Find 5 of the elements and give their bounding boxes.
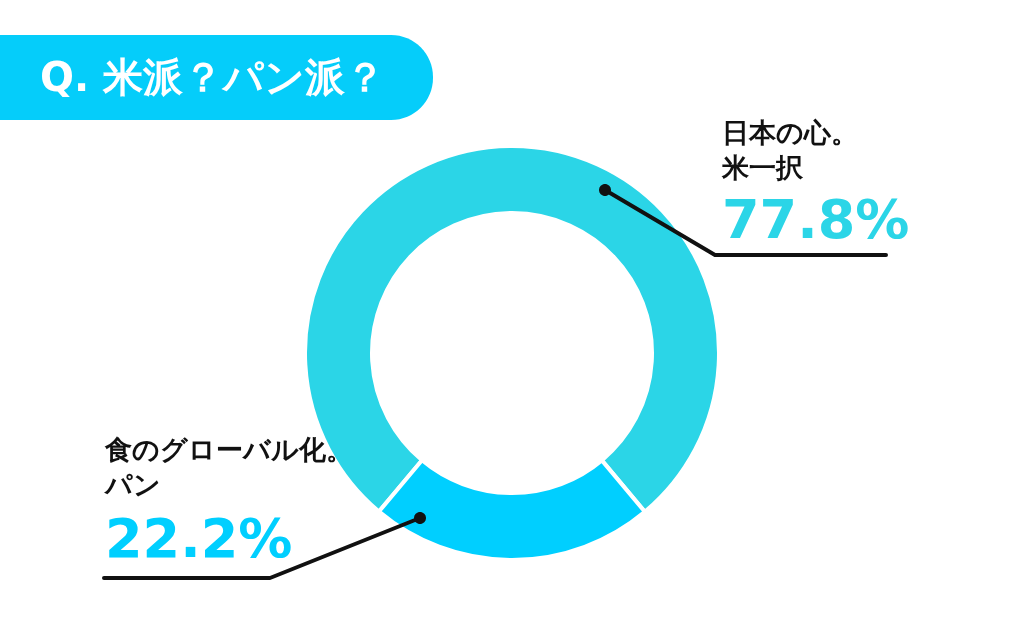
- data-label: 22.2%: [105, 507, 293, 570]
- slice-label: 食のグローバル化。パン: [103, 434, 353, 500]
- slice-label: 日本の心。米一択: [721, 117, 858, 183]
- data-label: 77.8%: [722, 188, 910, 251]
- chart-title: Q. 米派？パン派？: [40, 54, 386, 100]
